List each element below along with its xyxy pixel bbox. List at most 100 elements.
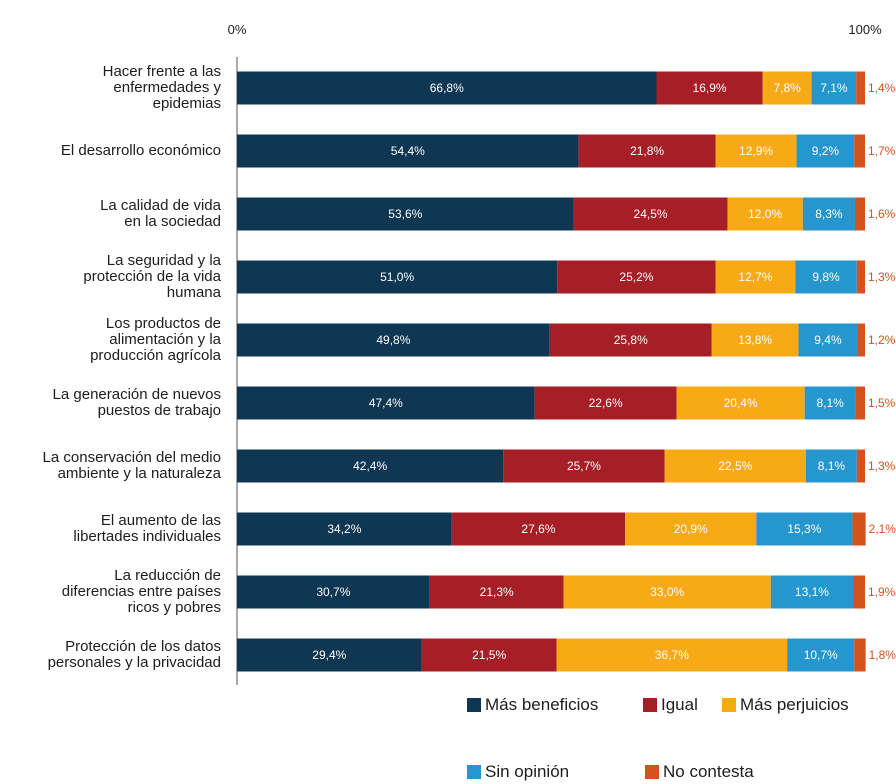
bar-segment: [856, 260, 865, 294]
value-label: 54,4%: [391, 144, 425, 158]
bar-segment: [503, 449, 665, 483]
bar-segment: [811, 71, 857, 105]
legend-swatch: [467, 765, 481, 779]
value-label: 12,7%: [738, 270, 772, 284]
legend-swatch: [643, 698, 657, 712]
bar-segment: [237, 71, 657, 105]
y-tick-label: La calidad de vida en la sociedad: [100, 197, 221, 230]
bar-segment: [715, 134, 797, 168]
bar-segment: [796, 134, 855, 168]
value-label: 25,2%: [619, 270, 653, 284]
value-label: 1,7%: [868, 144, 896, 158]
y-tick-label: La generación de nuevos puestos de traba…: [52, 386, 221, 419]
bar-segment: [451, 512, 626, 546]
bar-segment: [534, 386, 677, 420]
y-tick-label: El aumento de las libertades individuale…: [73, 512, 221, 545]
bar-segment: [237, 323, 550, 357]
bar-segment: [573, 197, 728, 231]
bar-segment: [676, 386, 805, 420]
y-tick-label: La seguridad y la protección de la vida …: [83, 252, 221, 301]
bar-segment: [770, 575, 854, 609]
x-tick-label: 100%: [848, 22, 882, 37]
value-label: 12,0%: [748, 207, 782, 221]
bar-segment: [762, 71, 812, 105]
value-label: 1,3%: [868, 270, 896, 284]
bar-segment: [854, 638, 866, 672]
value-label: 66,8%: [430, 81, 464, 95]
bar-segment: [549, 323, 712, 357]
y-tick-label: Protección de los datos personales y la …: [47, 638, 221, 671]
y-tick-label: La reducción de diferencias entre países…: [61, 567, 221, 616]
legend-label: Más perjuicios: [740, 695, 849, 714]
y-tick-label: Los productos de alimentación y la produ…: [90, 315, 221, 364]
value-label: 53,6%: [388, 207, 422, 221]
value-label: 1,8%: [869, 648, 896, 662]
value-label: 30,7%: [316, 585, 350, 599]
value-label: 16,9%: [693, 81, 727, 95]
legend-swatch: [722, 698, 736, 712]
value-label: 9,8%: [812, 270, 840, 284]
value-label: 12,9%: [739, 144, 773, 158]
legend-item: Igual: [643, 695, 698, 715]
value-label: 20,9%: [674, 522, 708, 536]
value-label: 1,2%: [868, 333, 896, 347]
bar-segment: [715, 260, 796, 294]
legend-item: Más beneficios: [467, 695, 598, 715]
legend-swatch: [467, 698, 481, 712]
legend-item: No contesta: [645, 762, 754, 782]
y-tick-label: La conservación del medio ambiente y la …: [42, 449, 221, 482]
bar-segment: [852, 512, 866, 546]
value-label: 21,3%: [480, 585, 514, 599]
bar-segment: [855, 386, 865, 420]
value-label: 29,4%: [312, 648, 346, 662]
value-label: 20,4%: [724, 396, 758, 410]
y-tick-label: Hacer frente a las enfermedades y epidem…: [102, 63, 221, 112]
value-label: 21,8%: [630, 144, 664, 158]
value-label: 42,4%: [353, 459, 387, 473]
legend-item: Sin opinión: [467, 762, 569, 782]
bar-segment: [237, 449, 504, 483]
bar-segment: [563, 575, 771, 609]
value-label: 47,4%: [369, 396, 403, 410]
value-label: 9,2%: [812, 144, 840, 158]
bar-segment: [237, 260, 558, 294]
legend-item: Más perjuicios: [722, 695, 849, 715]
value-label: 34,2%: [327, 522, 361, 536]
value-label: 24,5%: [634, 207, 668, 221]
value-label: 1,9%: [868, 585, 896, 599]
bar-segment: [656, 71, 763, 105]
value-label: 25,8%: [614, 333, 648, 347]
value-label: 25,7%: [567, 459, 601, 473]
bar-segment: [854, 197, 865, 231]
bar-segment: [805, 449, 857, 483]
bar-segment: [804, 386, 856, 420]
value-label: 8,1%: [818, 459, 846, 473]
bar-segment: [578, 134, 716, 168]
value-label: 10,7%: [804, 648, 838, 662]
legend-swatch: [645, 765, 659, 779]
bar-segment: [237, 638, 422, 672]
value-label: 22,5%: [718, 459, 752, 473]
bar-segment: [556, 638, 788, 672]
bar-segment: [854, 134, 865, 168]
value-label: 7,8%: [773, 81, 801, 95]
bar-segment: [756, 512, 853, 546]
value-label: 36,7%: [655, 648, 689, 662]
bar-segment: [787, 638, 855, 672]
bar-segment: [798, 323, 858, 357]
bar-segment: [237, 197, 574, 231]
bar-segment: [237, 386, 535, 420]
value-label: 1,4%: [868, 81, 896, 95]
value-label: 1,3%: [868, 459, 896, 473]
legend-label: No contesta: [663, 762, 754, 781]
bar-segment: [857, 323, 865, 357]
value-label: 2,1%: [869, 522, 896, 536]
value-label: 13,8%: [738, 333, 772, 347]
bar-segment: [856, 449, 865, 483]
bar-segment: [795, 260, 857, 294]
value-label: 13,1%: [795, 585, 829, 599]
bar-segment: [625, 512, 757, 546]
value-label: 8,1%: [816, 396, 844, 410]
